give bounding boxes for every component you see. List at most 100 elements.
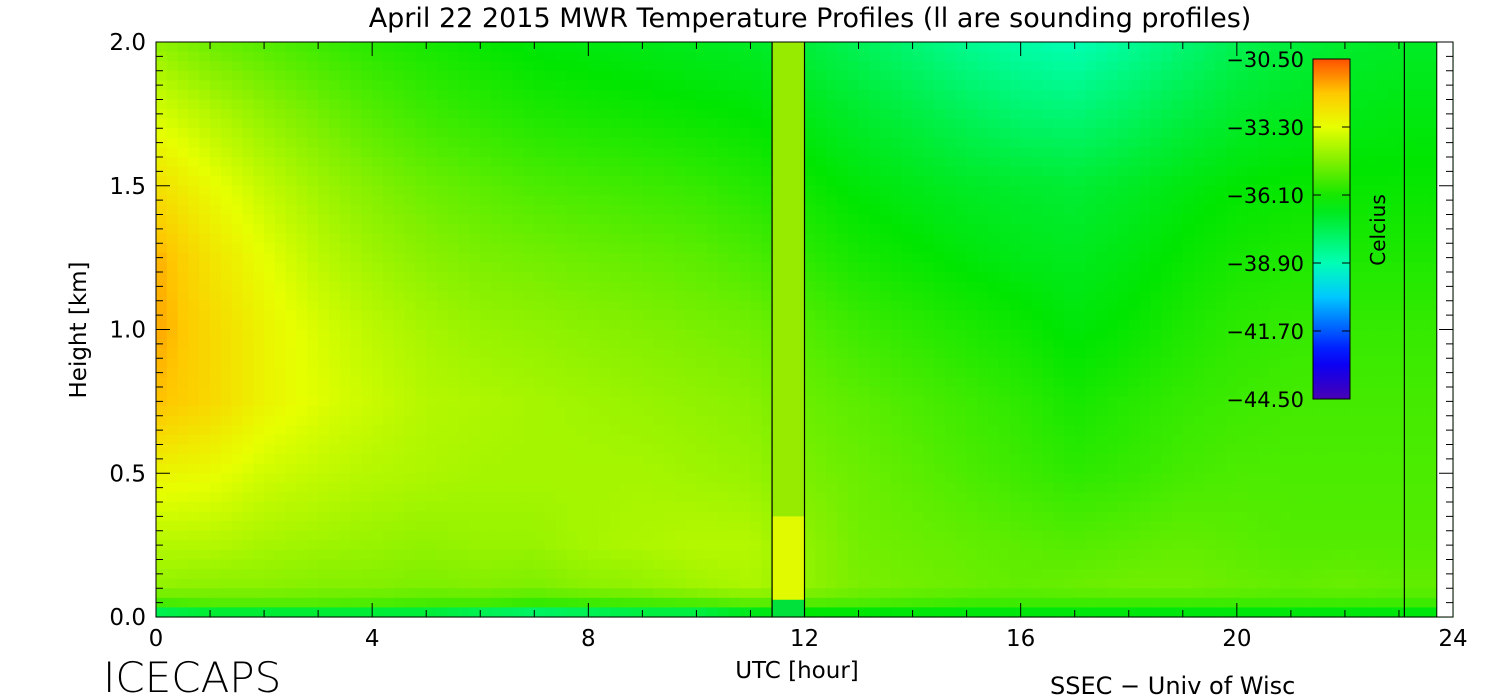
heatmap-cell <box>761 233 773 244</box>
heatmap-cell <box>350 233 362 244</box>
heatmap-cell <box>890 252 903 264</box>
heatmap-cell <box>674 387 687 398</box>
heatmap-cell <box>523 128 535 139</box>
heatmap-cell <box>491 118 503 129</box>
heatmap-cell <box>296 339 308 350</box>
heatmap-cell <box>501 128 514 139</box>
heatmap-cell <box>220 137 233 149</box>
heatmap-cell <box>166 157 179 168</box>
heatmap-cell <box>847 128 860 139</box>
heatmap-cell <box>1009 147 1022 158</box>
heatmap-cell <box>869 329 881 340</box>
heatmap-cell <box>350 224 362 235</box>
heatmap-cell <box>1063 70 1076 81</box>
heatmap-cell <box>588 109 600 120</box>
heatmap-cell <box>977 147 989 158</box>
heatmap-cell <box>501 300 514 311</box>
heatmap-cell <box>285 166 298 177</box>
heatmap-cell <box>988 214 1000 225</box>
heatmap-cell <box>372 61 384 72</box>
heatmap-cell <box>199 42 211 53</box>
heatmap-cell <box>1280 252 1292 264</box>
heatmap-cell <box>707 310 719 321</box>
heatmap-cell <box>988 396 1000 407</box>
heatmap-cell <box>718 319 730 331</box>
heatmap-cell <box>663 99 676 110</box>
heatmap-cell <box>491 300 503 311</box>
heatmap-cell <box>588 406 600 417</box>
heatmap-cell <box>1290 377 1303 388</box>
heatmap-cell <box>1280 176 1292 187</box>
heatmap-cell <box>1107 70 1119 81</box>
heatmap-cell <box>437 99 449 110</box>
heatmap-cell <box>880 195 892 206</box>
heatmap-cell <box>1388 195 1400 206</box>
heatmap-cell <box>988 176 1000 187</box>
heatmap-cell <box>836 262 849 273</box>
heatmap-cell <box>815 415 827 426</box>
heatmap-cell <box>307 109 319 120</box>
heatmap-cell <box>923 42 935 53</box>
heatmap-cell <box>307 377 319 388</box>
heatmap-cell <box>210 310 222 321</box>
heatmap-cell <box>1258 272 1270 283</box>
heatmap-cell <box>1290 214 1303 225</box>
heatmap-cell <box>890 358 903 369</box>
heatmap-cell <box>620 272 633 283</box>
heatmap-cell <box>642 224 654 235</box>
heatmap-cell <box>501 89 514 101</box>
heatmap-cell <box>1312 425 1324 436</box>
heatmap-cell <box>1344 233 1357 244</box>
heatmap-cell <box>285 176 298 187</box>
heatmap-cell <box>588 300 600 311</box>
heatmap-cell <box>307 157 319 168</box>
heatmap-cell <box>1388 89 1400 101</box>
heatmap-cell <box>242 147 254 158</box>
heatmap-cell <box>566 89 579 101</box>
heatmap-cell <box>663 80 676 91</box>
heatmap-cell <box>361 214 373 225</box>
heatmap-cell <box>328 185 341 196</box>
heatmap-cell <box>1312 396 1324 407</box>
heatmap-cell <box>382 166 395 177</box>
heatmap-cell <box>1107 109 1119 120</box>
heatmap-cell <box>220 358 233 369</box>
heatmap-cell <box>307 61 319 72</box>
heatmap-cell <box>177 272 190 283</box>
heatmap-cell <box>696 233 708 244</box>
heatmap-cell <box>372 252 384 264</box>
heatmap-cell <box>1409 70 1422 81</box>
heatmap-cell <box>1053 243 1065 254</box>
heatmap-cell <box>1355 89 1368 101</box>
heatmap-cell <box>523 204 535 216</box>
heatmap-cell <box>588 339 600 350</box>
heatmap-cell <box>631 61 643 72</box>
heatmap-cell <box>588 80 600 91</box>
heatmap-cell <box>1053 377 1065 388</box>
heatmap-cell <box>512 42 525 53</box>
heatmap-cell <box>1215 406 1227 417</box>
heatmap-cell <box>1150 166 1162 177</box>
heatmap-cell <box>653 80 665 91</box>
heatmap-cell <box>328 329 341 340</box>
heatmap-cell <box>588 233 600 244</box>
heatmap-cell <box>1020 415 1033 426</box>
heatmap-cell <box>350 185 362 196</box>
heatmap-cell <box>382 434 395 446</box>
heatmap-cell <box>642 310 654 321</box>
heatmap-cell <box>566 42 579 53</box>
heatmap-cell <box>1344 406 1357 417</box>
heatmap-cell <box>491 425 503 436</box>
heatmap-cell <box>491 89 503 101</box>
heatmap-cell <box>523 147 535 158</box>
heatmap-cell <box>328 262 341 273</box>
heatmap-cell <box>1280 70 1292 81</box>
heatmap-cell <box>1280 80 1292 91</box>
heatmap-cell <box>426 281 438 292</box>
heatmap-cell <box>761 204 773 216</box>
heatmap-cell <box>1161 233 1173 244</box>
heatmap-cell <box>750 406 762 417</box>
heatmap-cell <box>512 310 525 321</box>
heatmap-cell <box>1366 224 1378 235</box>
heatmap-cell <box>1226 109 1238 120</box>
